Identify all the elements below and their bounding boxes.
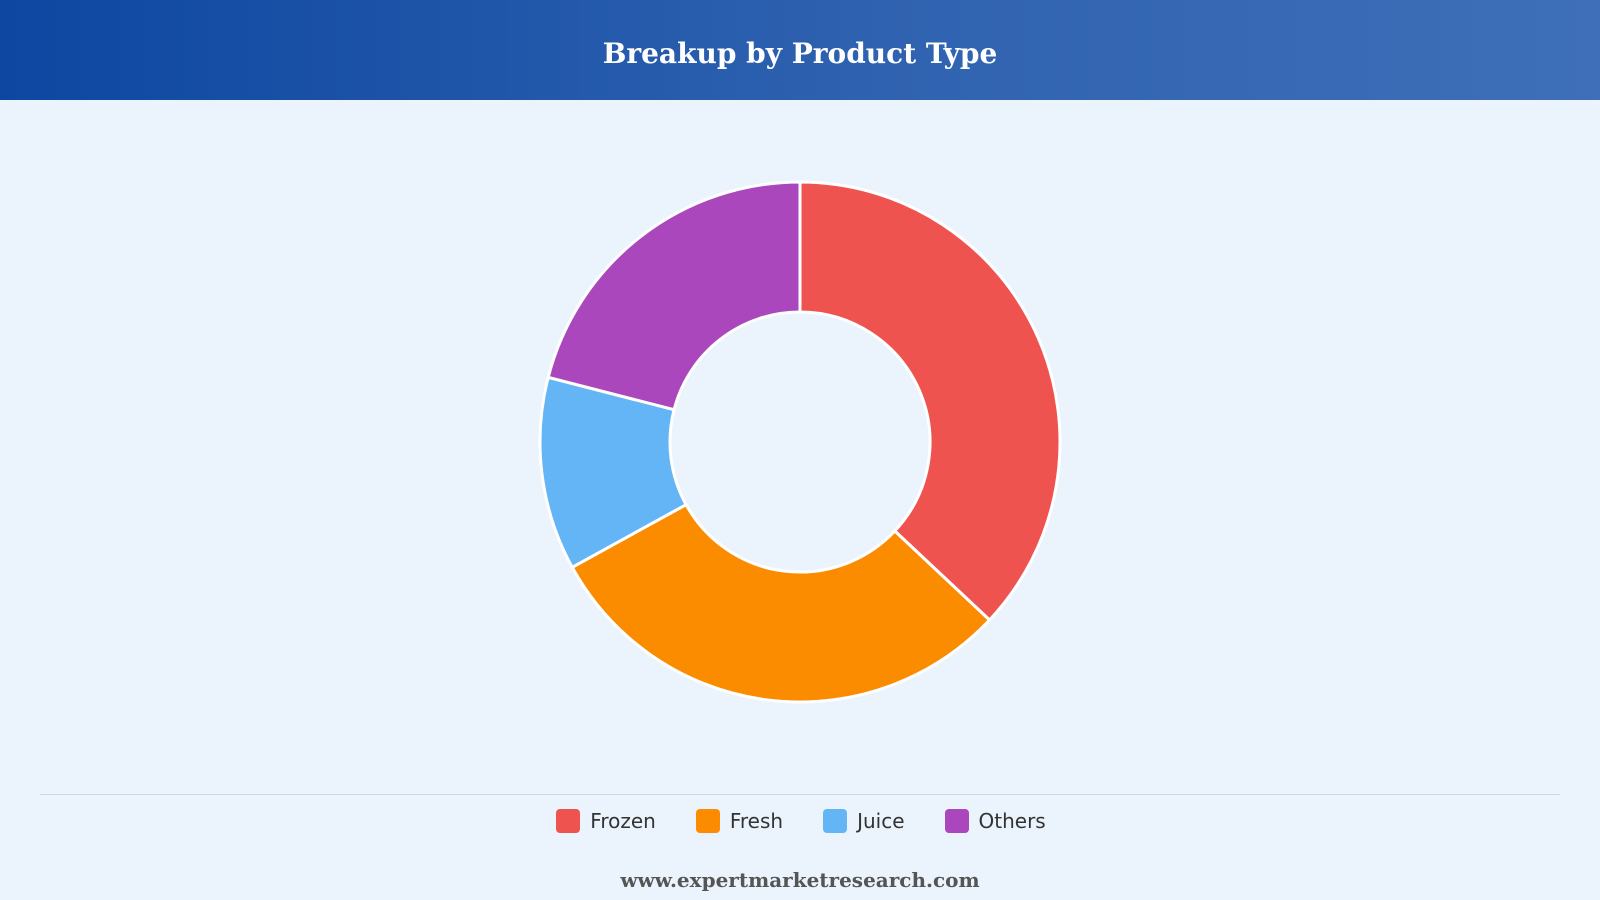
legend-item-others[interactable]: Others <box>944 809 1046 833</box>
chart-legend: Frozen Fresh Juice Others <box>0 806 1600 836</box>
chart-area <box>0 100 1600 790</box>
legend-item-frozen[interactable]: Frozen <box>556 809 656 833</box>
legend-label-fresh: Fresh <box>729 809 784 833</box>
legend-swatch-juice <box>823 809 848 833</box>
legend-item-juice[interactable]: Juice <box>823 809 905 833</box>
header-banner: Breakup by Product Type <box>0 0 1600 100</box>
chart-title: Breakup by Product Type <box>602 37 998 70</box>
footer-website: www.expertmarketresearch.com <box>620 868 980 892</box>
legend-swatch-others <box>944 809 969 833</box>
legend-label-frozen: Frozen <box>590 809 656 833</box>
donut-slice-fresh[interactable] <box>570 503 992 704</box>
donut-chart <box>538 180 1062 704</box>
donut-slice-frozen[interactable] <box>798 180 1062 622</box>
legend-label-others: Others <box>978 809 1046 833</box>
legend-swatch-fresh <box>695 809 720 833</box>
legend-item-fresh[interactable]: Fresh <box>695 809 784 833</box>
legend-swatch-frozen <box>556 809 581 833</box>
legend-divider <box>40 794 1560 795</box>
donut-slice-others[interactable] <box>546 180 802 412</box>
legend-label-juice: Juice <box>857 809 905 833</box>
